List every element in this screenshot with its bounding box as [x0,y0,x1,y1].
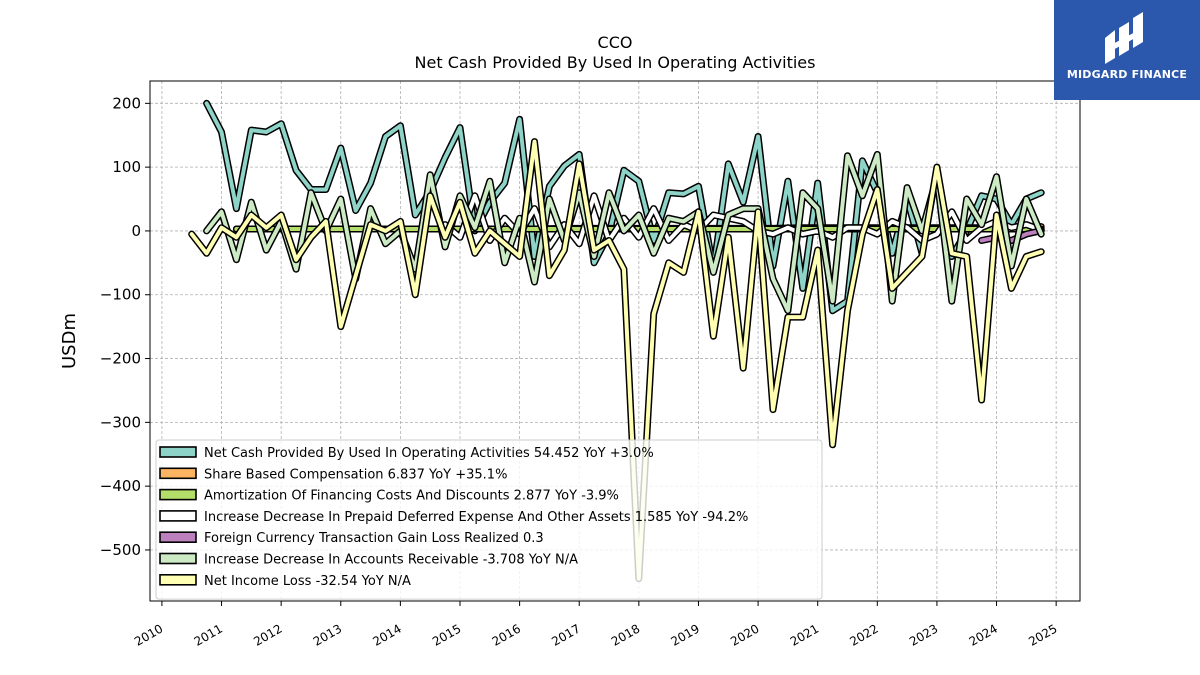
x-tick-label: 2025 [1026,621,1059,648]
legend-entry: Amortization Of Financing Costs And Disc… [204,489,619,504]
x-tick-label: 2011 [192,621,225,648]
legend-entry: Net Income Loss -32.54 YoY N/A [204,574,411,589]
legend: Net Cash Provided By Used In Operating A… [155,439,823,600]
x-tick-label: 2014 [370,621,403,648]
legend-entry: Foreign Currency Transaction Gain Loss R… [204,531,544,546]
series-line [188,138,1045,583]
legend-swatch [159,531,197,544]
chart-subtitle: Net Cash Provided By Used In Operating A… [415,53,816,72]
series-line [203,150,1045,315]
logo-text: MIDGARD FINANCE [1066,68,1188,81]
x-tick-label: 2019 [669,621,702,648]
legend-entry: Share Based Compensation 6.837 YoY +35.1… [204,467,507,482]
x-tick-label: 2012 [251,621,284,648]
legend-entry: Increase Decrease In Prepaid Deferred Ex… [204,510,748,525]
y-tick-label: 0 [131,222,141,240]
legend-swatch [159,467,197,480]
x-tick-label: 2016 [490,621,523,648]
x-tick-label: 2020 [728,621,761,648]
x-tick-label: 2010 [132,621,165,648]
legend-swatch [159,552,197,565]
x-tick-label: 2015 [430,621,463,648]
plot-frame [149,80,1081,602]
x-tick-label: 2024 [967,621,1000,648]
y-tick-label: −200 [100,350,141,368]
x-tick-label: 2017 [549,621,582,648]
x-tick-label: 2022 [847,621,880,648]
x-tick-label: 2023 [907,621,940,648]
legend-entry: Net Cash Provided By Used In Operating A… [204,446,654,461]
y-axis-label: USDm [59,313,80,369]
series-group [188,99,1045,583]
legend-swatch [159,573,197,586]
legend-swatch [159,510,197,522]
chart-title: CCO [598,33,633,52]
midgard-finance-logo: MIDGARD FINANCE [1054,0,1200,100]
y-tick-label: 200 [112,94,141,112]
y-tick-label: −300 [100,413,141,431]
y-tick-label: −500 [100,541,141,559]
logo-mark-icon [1105,12,1143,64]
x-tick-label: 2013 [311,621,344,648]
y-tick-label: −100 [100,286,141,304]
legend-swatch [159,446,197,458]
x-tick-label: 2021 [788,621,821,648]
y-tick-label: 100 [112,158,141,176]
x-tick-label: 2018 [609,621,642,648]
series-stroke [189,139,1044,581]
series-stroke [204,152,1044,313]
legend-frame [155,439,823,600]
y-tick-label: −400 [100,477,141,495]
legend-swatch [159,488,197,501]
legend-entry: Increase Decrease In Accounts Receivable… [204,553,578,568]
